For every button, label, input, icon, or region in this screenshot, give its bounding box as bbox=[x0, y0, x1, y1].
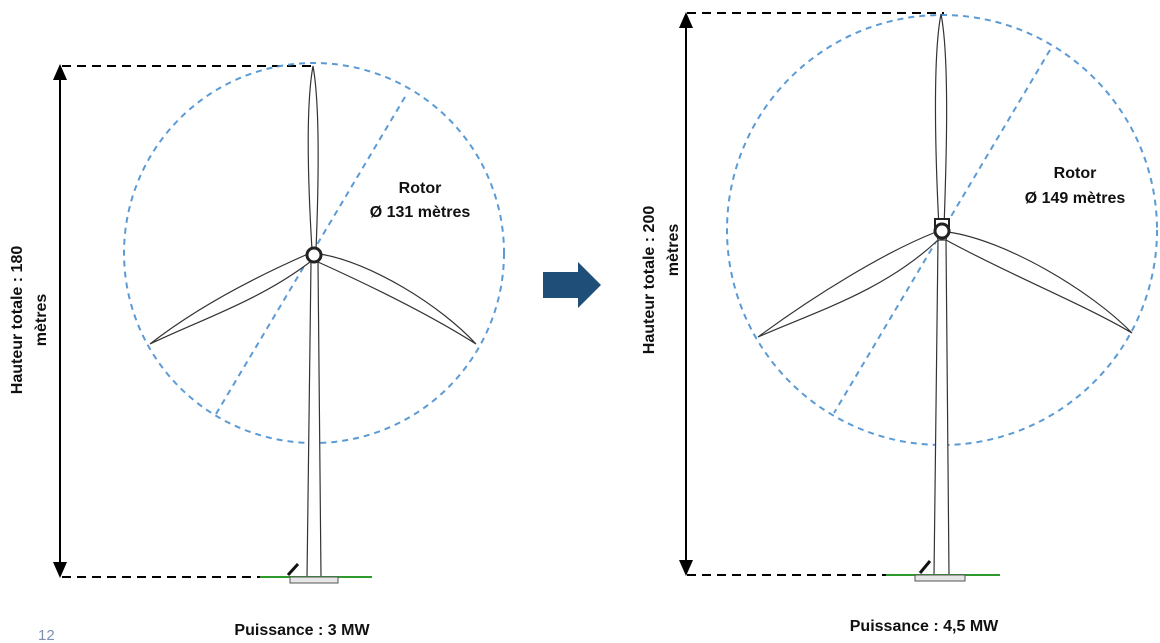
height-arrow-bottom-head bbox=[679, 560, 693, 576]
height-arrow-top-head bbox=[53, 64, 67, 80]
rotor-circle bbox=[726, 14, 1158, 446]
height-arrow-top-head bbox=[679, 12, 693, 28]
access-stair bbox=[918, 560, 932, 574]
height-label-line1: Hauteur totale : 200 bbox=[641, 206, 658, 355]
blade-up bbox=[307, 65, 319, 251]
blade-left bbox=[757, 231, 939, 338]
height-label-line2: mètres bbox=[33, 294, 50, 347]
blade-up bbox=[934, 13, 948, 229]
power-label: Puissance : 3 MW bbox=[234, 622, 370, 639]
power-label: Puissance : 4,5 MW bbox=[850, 618, 999, 635]
rotor-label: Rotor bbox=[399, 180, 442, 197]
blade-left bbox=[149, 253, 311, 345]
height-arrow-bottom-head bbox=[53, 562, 67, 578]
rotor-diameter-label: Ø 131 mètres bbox=[370, 204, 471, 221]
foundation bbox=[289, 576, 339, 584]
hub bbox=[933, 222, 951, 240]
turbine-before-group: Rotor Ø 131 mètres Hauteur totale : 180 … bbox=[9, 62, 505, 639]
tower bbox=[933, 239, 950, 577]
tower bbox=[306, 261, 322, 579]
rotor-label: Rotor bbox=[1054, 165, 1097, 182]
height-label-line2: mètres bbox=[665, 224, 682, 277]
rotor-diameter-label: Ø 149 mètres bbox=[1025, 190, 1126, 207]
hub bbox=[305, 246, 323, 264]
blade-right bbox=[945, 231, 1133, 334]
blade-right bbox=[317, 253, 477, 345]
foundation bbox=[914, 574, 966, 582]
right-arrow-icon bbox=[543, 262, 601, 308]
height-label-line1: Hauteur totale : 180 bbox=[9, 246, 26, 395]
turbine-after-group: Rotor Ø 149 mètres Hauteur totale : 200 … bbox=[641, 12, 1158, 635]
page-number: 12 bbox=[38, 627, 55, 643]
access-stair bbox=[286, 562, 300, 577]
